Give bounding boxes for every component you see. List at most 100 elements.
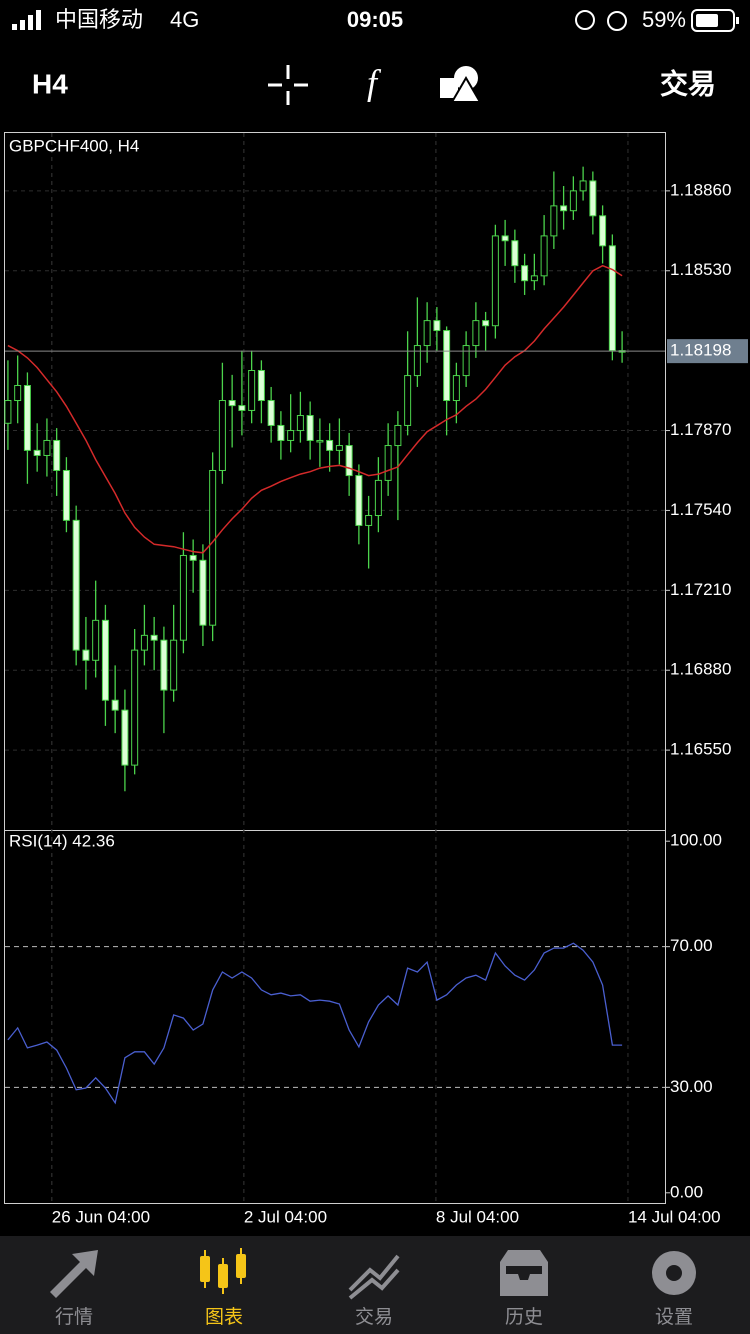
candle-body [277,424,285,441]
candle-body [53,439,61,471]
candle-body [199,559,207,626]
candle-body [4,400,12,424]
candle-body [608,245,616,352]
battery-level: 59% [642,7,686,32]
candle-body [540,235,548,277]
rsi-tick-label: 0.00 [670,1182,703,1201]
moving-average-line [7,264,623,554]
tab-label[interactable]: 图表 [205,1306,243,1328]
candle-body [150,634,158,641]
y-tick-label: 1.16550 [670,740,731,759]
candle-body [33,449,41,456]
candle-body [101,619,109,701]
candle-body [374,479,382,517]
candle-body [521,265,529,282]
rsi-tick-label: 100.00 [670,831,722,850]
candle-body [82,649,90,661]
candle-body [326,439,334,451]
clock: 09:05 [347,7,403,32]
candle-body [365,515,373,526]
candle-body [423,320,431,347]
candle-body [72,519,80,651]
candle-body [111,699,119,711]
candle-body [160,639,168,691]
candle-body [599,215,607,247]
history-icon [500,1250,548,1296]
y-tick-label: 1.17540 [670,500,731,519]
candle-body [472,320,480,347]
candle-body [384,445,392,481]
x-tick-label: 26 Jun 04:00 [52,1207,150,1226]
candle-body [394,424,402,447]
y-tick-label: 1.17210 [670,580,731,599]
timeframe-button[interactable]: H4 [32,68,68,99]
candle-body [443,330,451,402]
candle-body [218,400,226,471]
y-tick-label: 1.18530 [670,260,731,279]
candle-body [140,634,148,651]
candle-body [43,439,51,456]
signal-icon [12,10,41,30]
tab-label[interactable]: 交易 [355,1306,393,1328]
rsi-tick-label: 70.00 [670,936,713,955]
candle-body [501,235,509,242]
tab-bar [0,1236,750,1334]
x-tick-label: 2 Jul 04:00 [244,1207,327,1226]
network: 4G [170,7,199,32]
candle-body [589,180,597,217]
candle-body [404,375,412,426]
candle-body [209,469,217,626]
candle-body [179,554,187,641]
candle-body [121,709,129,766]
candle-body [23,385,31,451]
status-icons [575,10,627,31]
candle-body [511,240,519,267]
candle-body [228,400,236,407]
candle-body [296,415,304,432]
rsi-panel-title: RSI(14) 42.36 [9,831,115,850]
rsi-line [7,942,623,1105]
candle-body [131,649,139,766]
candle-body [355,475,363,526]
candle-body [189,554,197,561]
plot: 26 Jun 04:00 2 Jul 04:00 8 Jul 04:00 14 Jul… [4,133,748,1226]
candle-body [257,369,265,402]
y-tick-label: 1.16880 [670,660,731,679]
objects-button[interactable] [440,66,482,103]
candle-body [433,320,441,332]
rsi-panel-frame [4,830,666,1204]
tab-label[interactable]: 历史 [505,1306,543,1328]
tab-label[interactable]: 行情 [55,1306,93,1328]
candle-body [335,445,343,451]
trade-icon [348,1254,400,1300]
quotes-icon [50,1250,98,1298]
candle-body [452,375,460,402]
battery-icon [691,9,739,32]
current-price-box [667,339,748,364]
candle-body [560,205,568,212]
candle-body [170,639,178,691]
candle-body [287,430,295,441]
candle-body [491,235,499,327]
candle-body [482,320,490,327]
candle-body [345,445,353,477]
candle-body [306,415,314,441]
trade-button[interactable]: 交易 [660,67,716,99]
candle-body [248,369,256,411]
price-panel-title: GBPCHF400, H4 [9,136,139,155]
tab-label[interactable]: 设置 [655,1306,693,1328]
candle-body [569,190,577,212]
y-tick-label: 1.17870 [670,420,731,439]
candle-body [413,345,421,377]
candle-body [238,405,246,411]
y-tick-label: 1.18860 [670,180,731,199]
candle-body [530,275,538,282]
current-price-label: 1.18198 [670,341,731,360]
candle-body [62,469,70,521]
chart-icon [200,1248,246,1294]
crosshair-button[interactable] [268,65,308,105]
